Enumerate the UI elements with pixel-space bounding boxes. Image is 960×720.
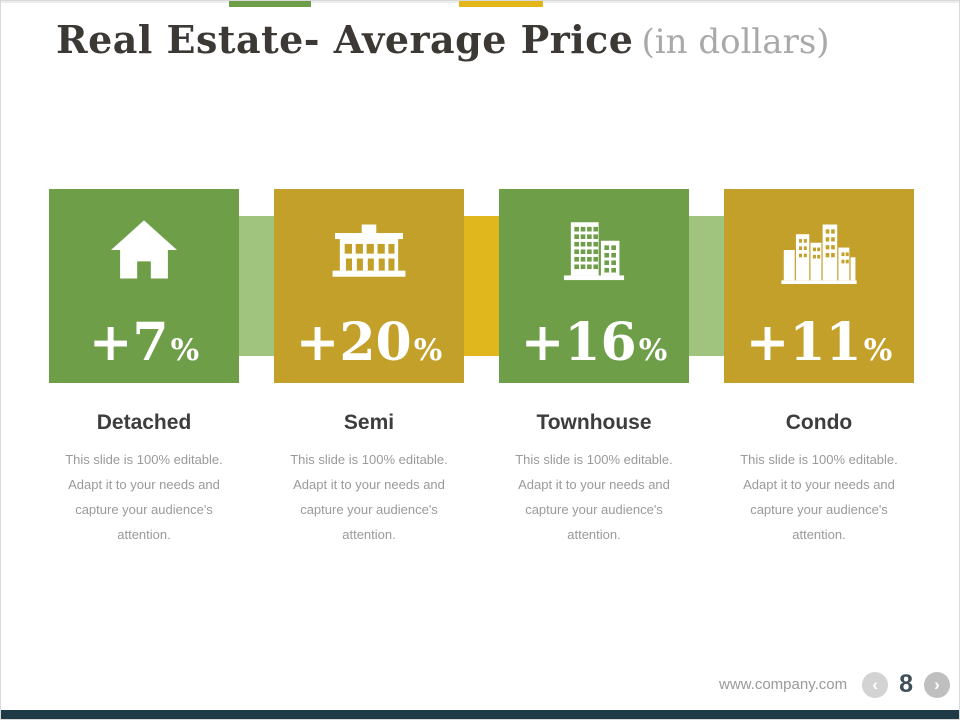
tile-detached: +7% <box>49 189 239 383</box>
footer: www.company.com ‹ 8 › <box>719 670 950 699</box>
tile-townhouse-icon-box <box>557 211 631 289</box>
caption-semi: Semi This slide is 100% editable. Adapt … <box>274 411 464 547</box>
tile-condo: +11% <box>724 189 914 383</box>
percent-sign: % <box>413 333 443 368</box>
tile-description-line: capture your audience's <box>525 502 663 517</box>
tile-description-line: attention. <box>567 527 621 542</box>
tile-description-line: This slide is 100% editable. <box>290 452 448 467</box>
next-page-button[interactable]: › <box>924 671 950 698</box>
percent-value: +11% <box>746 317 892 369</box>
tile-description-line: Adapt it to your needs and <box>743 477 895 492</box>
website-link[interactable]: www.company.com <box>719 676 848 693</box>
tile-townhouse: +16% <box>499 189 689 383</box>
tile-description-line: This slide is 100% editable. <box>740 452 898 467</box>
city-skyline-icon <box>781 224 857 284</box>
percent-number: +20 <box>295 312 412 373</box>
tile-description-line: This slide is 100% editable. <box>515 452 673 467</box>
connector-2 <box>464 216 499 356</box>
office-tower-icon <box>563 222 625 281</box>
percent-number: +11 <box>745 312 862 373</box>
percent-sign: % <box>638 333 668 368</box>
tile-detached-icon-box <box>107 211 181 289</box>
tile-description-line: This slide is 100% editable. <box>65 452 223 467</box>
prev-page-button[interactable]: ‹ <box>862 671 889 698</box>
stat-tiles-row: +7% <box>49 189 914 383</box>
percent-sign: % <box>170 333 200 368</box>
caption-spacer <box>239 411 274 547</box>
tile-description-line: capture your audience's <box>75 502 213 517</box>
category-label: Semi <box>343 411 395 434</box>
caption-condo: Condo This slide is 100% editable. Adapt… <box>724 411 914 547</box>
top-accent-gold <box>459 1 543 7</box>
page-title: Real Estate- Average Price (in dollars) <box>56 17 830 62</box>
connector-1 <box>239 216 274 356</box>
bottom-accent-bar <box>1 710 959 719</box>
page-number: 8 <box>899 670 913 698</box>
caption-spacer <box>689 411 724 547</box>
caption-detached: Detached This slide is 100% editable. Ad… <box>49 411 239 547</box>
connector-3 <box>689 216 724 356</box>
school-building-icon <box>332 224 406 277</box>
caption-spacer <box>464 411 499 547</box>
tile-description-line: capture your audience's <box>300 502 438 517</box>
percent-sign: % <box>863 333 893 368</box>
percent-value: +20% <box>296 317 442 369</box>
tile-description-line: attention. <box>117 527 171 542</box>
page-title-text: Real Estate- Average Price <box>56 17 634 62</box>
percent-value: +16% <box>521 317 667 369</box>
percent-number: +16 <box>520 312 637 373</box>
tile-semi: +20% <box>274 189 464 383</box>
tile-condo-icon-box <box>780 211 858 289</box>
page-title-suffix: (in dollars) <box>641 22 830 62</box>
house-icon <box>111 220 177 279</box>
tile-captions-row: Detached This slide is 100% editable. Ad… <box>49 411 914 547</box>
tile-semi-icon-box <box>330 211 408 289</box>
tile-description-line: attention. <box>342 527 396 542</box>
top-accent-green <box>229 1 311 7</box>
tile-description-line: attention. <box>792 527 846 542</box>
percent-number: +7 <box>88 312 169 373</box>
tile-description-line: Adapt it to your needs and <box>68 477 220 492</box>
tile-description-line: Adapt it to your needs and <box>518 477 670 492</box>
caption-townhouse: Townhouse This slide is 100% editable. A… <box>499 411 689 547</box>
percent-value: +7% <box>89 317 199 369</box>
category-label: Condo <box>785 411 853 434</box>
tile-description-line: Adapt it to your needs and <box>293 477 445 492</box>
category-label: Townhouse <box>536 411 652 434</box>
category-label: Detached <box>96 411 192 434</box>
tile-description-line: capture your audience's <box>750 502 888 517</box>
